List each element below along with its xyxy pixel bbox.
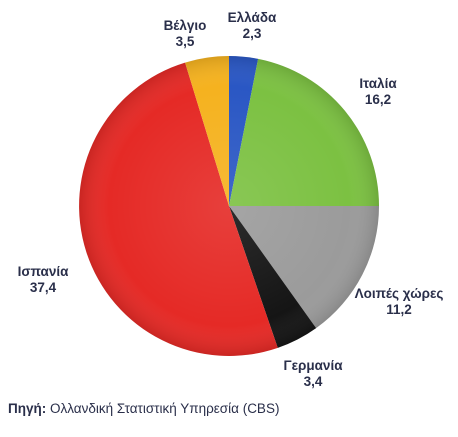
source-prefix: Πηγή: — [8, 401, 47, 416]
source-text: Ολλανδική Στατιστική Υπηρεσία (CBS) — [46, 401, 280, 416]
slice-value-ισπανια: 37,4 — [30, 280, 57, 295]
slice-label-λοιπες-χωρες: Λοιπές χώρες — [355, 286, 444, 301]
slice-value-γερμανια: 3,4 — [304, 374, 323, 389]
slice-label-ελλαδα: Ελλάδα — [228, 10, 277, 25]
slice-value-λοιπες-χωρες: 11,2 — [386, 302, 412, 317]
slice-value-ελλαδα: 2,3 — [243, 26, 262, 41]
slice-value-βελγιο: 3,5 — [176, 34, 195, 49]
slice-label-ισπανια: Ισπανία — [18, 264, 70, 279]
pie-shading — [79, 56, 379, 356]
slice-label-βελγιο: Βέλγιο — [164, 18, 207, 33]
source-note: Πηγή: Ολλανδική Στατιστική Υπηρεσία (CBS… — [8, 401, 279, 416]
slice-label-γερμανια: Γερμανία — [284, 358, 344, 373]
slice-value-ιταλια: 16,2 — [365, 92, 391, 107]
slice-label-ιταλια: Ιταλία — [359, 76, 397, 91]
